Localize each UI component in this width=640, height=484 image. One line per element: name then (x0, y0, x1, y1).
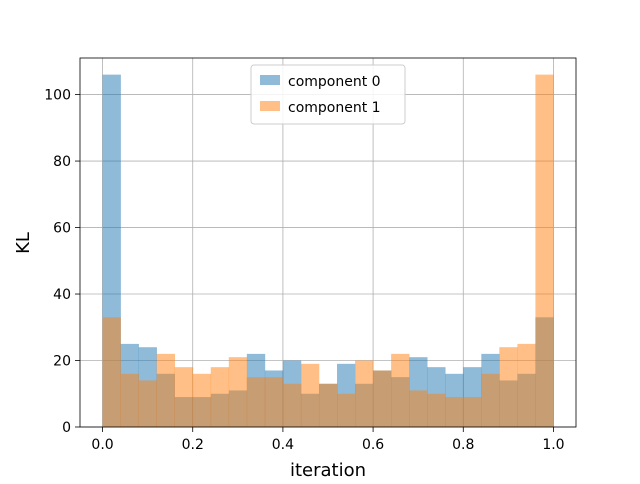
x-tick-label: 0.6 (362, 437, 384, 453)
legend-label: component 1 (288, 100, 381, 116)
histogram-bar-series-1 (120, 373, 139, 427)
histogram-bar-series-1 (535, 74, 554, 428)
x-tick-label: 0.2 (182, 437, 204, 453)
y-tick-label: 0 (62, 420, 71, 436)
histogram-bar-series-1 (391, 353, 410, 427)
x-tick-label: 0.8 (452, 437, 474, 453)
histogram-bar-series-1 (246, 377, 266, 427)
x-tick-label: 0.0 (91, 437, 113, 453)
legend: component 0 component 1 (250, 64, 406, 125)
histogram-bar-series-1 (138, 380, 157, 427)
histogram-bar-series-1 (445, 397, 464, 427)
legend-swatch (260, 101, 280, 111)
histogram-bar-series-1 (102, 317, 121, 427)
legend-swatch (260, 75, 280, 85)
x-tick-label: 0.4 (272, 437, 294, 453)
histogram-bar-series-1 (373, 370, 392, 427)
histogram-bar-series-1 (517, 343, 536, 427)
y-tick-label: 20 (53, 354, 71, 370)
histogram-bar-series-1 (264, 377, 284, 427)
axes-frame (79, 57, 577, 428)
histogram-bar-series-1 (210, 367, 230, 427)
ticks-layer: 0.0 0.2 0.4 0.6 0.8 1.0 0 20 40 60 80 100 (44, 88, 564, 453)
x-axis-label: iteration (290, 460, 366, 480)
histogram-bar-series-1 (300, 363, 320, 427)
histogram-bar-series-1 (463, 397, 482, 427)
histogram-bar-series-1 (481, 373, 500, 427)
plot-frame (79, 57, 577, 428)
y-axis-label: KL (13, 232, 34, 254)
histogram-bar-series-1 (228, 357, 248, 427)
bars-layer (102, 74, 554, 428)
histogram-bar-series-1 (192, 373, 212, 427)
histogram-bar-series-1 (174, 367, 194, 427)
histogram-bar-series-1 (355, 360, 374, 427)
histogram-bar-series-1 (427, 393, 446, 427)
histogram-bar-series-1 (499, 347, 518, 427)
y-tick-label: 40 (53, 287, 71, 303)
histogram-bar-series-1 (156, 353, 175, 427)
histogram-bar-series-1 (318, 383, 338, 427)
histogram-bar-series-1 (337, 393, 356, 427)
x-tick-label: 1.0 (542, 437, 564, 453)
y-tick-label: 60 (53, 221, 71, 237)
y-tick-label: 80 (53, 154, 71, 170)
legend-box (250, 64, 406, 125)
legend-label: component 0 (288, 74, 381, 90)
histogram-bar-series-1 (282, 383, 302, 427)
histogram-bar-series-1 (409, 390, 428, 427)
y-tick-label: 100 (44, 88, 71, 104)
